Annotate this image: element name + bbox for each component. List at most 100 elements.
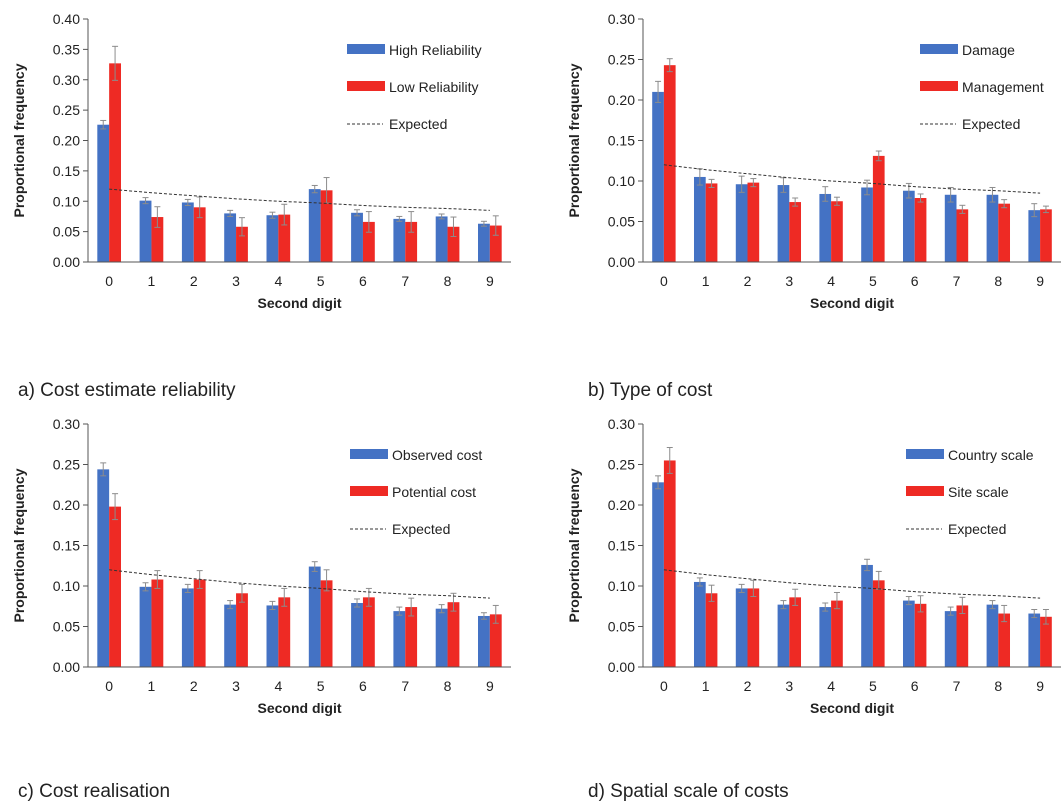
legend-label: Low Reliability <box>389 79 478 95</box>
error-bar <box>822 602 829 612</box>
error-bar <box>1031 608 1038 619</box>
bar-a <box>139 586 152 667</box>
x-tick-label: 8 <box>994 678 1002 694</box>
error-bar <box>480 612 487 620</box>
y-tick-label: 0.35 <box>53 41 80 57</box>
bar-b <box>705 183 718 262</box>
x-tick-label: 0 <box>660 273 668 289</box>
legend-swatch <box>920 81 958 91</box>
y-tick-label: 0.05 <box>608 214 635 230</box>
x-tick-label: 7 <box>401 273 409 289</box>
x-axis-title: Second digit <box>258 700 342 716</box>
x-tick-label: 4 <box>827 273 835 289</box>
error-bar <box>184 198 191 207</box>
y-axis-title: Proportional frequency <box>566 468 582 622</box>
error-bar <box>311 184 318 194</box>
bar-a <box>224 213 237 262</box>
error-bar <box>917 595 924 613</box>
bar-a <box>819 607 832 667</box>
x-tick-label: 2 <box>190 678 198 694</box>
bar-b <box>956 605 969 667</box>
y-tick-label: 0.10 <box>53 193 80 209</box>
error-bar <box>354 598 361 608</box>
error-bar <box>822 186 829 202</box>
legend: Observed cost Potential cost Expected <box>350 447 482 537</box>
error-bar <box>354 209 361 217</box>
y-axis-title: Proportional frequency <box>11 468 27 622</box>
bar-b <box>914 198 927 262</box>
bar-b <box>109 63 121 262</box>
x-tick-label: 2 <box>190 273 198 289</box>
bar-a <box>819 193 832 262</box>
error-bar <box>112 493 119 521</box>
y-tick-label: 0.10 <box>608 578 635 594</box>
error-bar <box>989 186 996 203</box>
bar-b <box>489 225 502 262</box>
x-tick-label: 5 <box>317 273 325 289</box>
error-bar <box>959 204 966 214</box>
bar-a <box>693 581 706 667</box>
y-tick-label: 0.25 <box>608 457 635 473</box>
error-bar <box>100 462 107 477</box>
error-bar <box>408 597 415 617</box>
bar-a <box>181 588 194 667</box>
error-bar <box>833 196 840 206</box>
error-bar <box>154 206 161 228</box>
x-tick-label: 0 <box>105 678 113 694</box>
x-tick-label: 9 <box>486 273 494 289</box>
error-bar <box>238 583 245 603</box>
bar-a <box>777 185 790 262</box>
error-bar <box>142 197 149 205</box>
x-tick-label: 9 <box>1036 273 1044 289</box>
legend-swatch <box>347 44 385 54</box>
bar-a <box>777 604 790 667</box>
bar-a <box>97 124 110 262</box>
bar-b <box>405 607 418 667</box>
bar-b <box>747 588 760 667</box>
x-axis-title: Second digit <box>258 295 342 311</box>
bar-b <box>1040 209 1052 262</box>
bar-a <box>944 611 957 667</box>
bar-a <box>902 600 915 667</box>
x-tick-label: 1 <box>702 678 710 694</box>
caption-d: d) Spatial scale of costs <box>588 781 789 802</box>
bar-b <box>831 201 843 262</box>
error-bar <box>480 220 487 227</box>
bar-a <box>902 190 915 262</box>
y-tick-label: 0.25 <box>53 457 80 473</box>
legend-label: Country scale <box>948 447 1034 463</box>
bar-a <box>735 588 748 667</box>
x-tick-label: 0 <box>105 273 113 289</box>
y-tick-label: 0.15 <box>53 538 80 554</box>
x-tick-label: 5 <box>869 678 877 694</box>
x-tick-label: 7 <box>401 678 409 694</box>
error-bar <box>864 558 871 572</box>
bar-b <box>362 221 375 262</box>
x-tick-label: 5 <box>317 678 325 694</box>
bar-a <box>944 194 957 262</box>
x-tick-label: 3 <box>785 273 793 289</box>
legend-swatch <box>347 81 385 91</box>
bar-b <box>151 217 164 262</box>
error-bar <box>708 178 715 188</box>
error-bar <box>792 588 799 606</box>
y-tick-label: 0.15 <box>608 133 635 149</box>
error-bar <box>917 193 924 203</box>
x-tick-label: 2 <box>744 273 752 289</box>
error-bar <box>833 591 840 610</box>
bar-a <box>693 176 706 262</box>
bar-b <box>236 226 248 262</box>
caption-a: a) Cost estimate reliability <box>18 380 236 401</box>
error-bar <box>1042 608 1049 625</box>
error-bar <box>227 600 234 610</box>
y-tick-label: 0.20 <box>53 133 80 149</box>
bar-a <box>266 605 279 667</box>
error-bar <box>227 209 234 217</box>
x-tick-label: 7 <box>953 273 961 289</box>
bar-b <box>278 597 291 667</box>
error-bar <box>323 569 330 592</box>
x-tick-label: 4 <box>274 678 282 694</box>
bar-b <box>109 506 121 667</box>
x-tick-label: 6 <box>359 273 367 289</box>
